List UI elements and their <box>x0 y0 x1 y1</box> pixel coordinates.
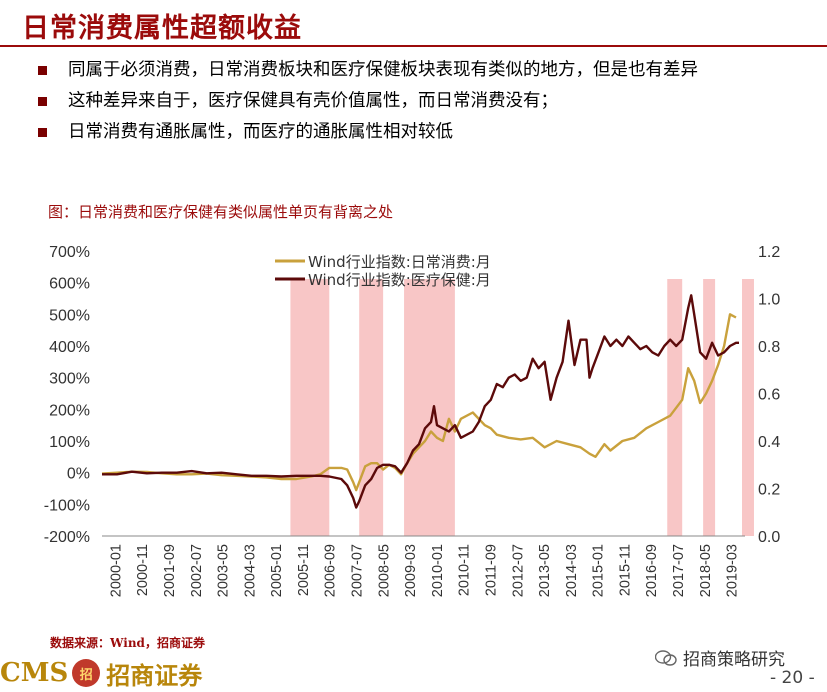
y-right-tick-label: 0.8 <box>758 339 780 356</box>
line-chart: 700% 600% 500% 400% 300% 200% 100% 0% -100% -200%… <box>44 244 781 597</box>
x-tick-label: 2009-03 <box>403 544 419 597</box>
x-tick-label: 2006-09 <box>323 544 339 597</box>
x-tick-label: 2015-01 <box>591 544 607 597</box>
bullet-square-icon <box>38 97 47 106</box>
wechat-name: 招商策略研究 <box>683 650 785 670</box>
logo-badge-icon: 招 <box>72 659 101 687</box>
shaded-period <box>667 279 683 536</box>
y-right-tick-label: 0.2 <box>758 482 780 499</box>
y-right-tick-label: 0.6 <box>758 387 780 404</box>
series-line-consumer <box>101 313 737 492</box>
y-left-tick-label: 400% <box>49 339 90 356</box>
x-tick-label: 2007-07 <box>350 544 366 597</box>
x-tick-label: 2001-09 <box>162 544 178 597</box>
y-left-tick-label: -100% <box>44 497 90 514</box>
shaded-period <box>703 279 716 536</box>
y-left-tick-label: 300% <box>49 371 90 388</box>
x-tick-label: 2015-11 <box>617 544 633 596</box>
x-tick-label: 2019-03 <box>725 544 741 597</box>
x-tick-label: 2005-01 <box>269 544 285 597</box>
shaded-period <box>290 279 330 536</box>
x-tick-label: 2010-11 <box>457 544 473 596</box>
x-tick-label: 2004-03 <box>242 544 258 597</box>
x-tick-label: 2008-05 <box>376 544 392 597</box>
x-tick-label: 2000-01 <box>108 544 124 597</box>
x-tick-label: 2014-03 <box>564 544 580 597</box>
y-left-tick-label: 100% <box>49 434 90 451</box>
shaded-period <box>404 279 455 536</box>
legend-label: Wind行业指数:日常消费:月 <box>308 253 491 271</box>
wechat-account: 招商策略研究 <box>655 645 785 670</box>
title-divider <box>0 45 827 47</box>
x-tick-label: 2002-07 <box>189 544 205 597</box>
x-tick-label: 2011-09 <box>483 544 499 596</box>
y-left-tick-label: 200% <box>49 402 90 419</box>
x-tick-label: 2000-11 <box>135 544 151 596</box>
page-title: 日常消费属性超额收益 <box>22 13 302 44</box>
bullet-list: 同属于必须消费，日常消费板块和医疗保健板块表现有类似的地方，但是也有差异 这种差… <box>38 58 818 151</box>
y-left-tick-label: 500% <box>49 307 90 324</box>
company-logo: CMS 招 招商证券 <box>0 658 203 690</box>
bullet-text: 日常消费有通胀属性，而医疗的通胀属性相对较低 <box>68 122 453 142</box>
x-tick-label: 2012-07 <box>510 544 526 597</box>
x-tick-label: 2016-09 <box>644 544 660 597</box>
bullet-square-icon <box>38 128 47 137</box>
y-left-tick-label: 0% <box>67 466 90 483</box>
bullet-item: 日常消费有通胀属性，而医疗的通胀属性相对较低 <box>38 120 818 145</box>
shaded-period <box>742 279 754 536</box>
y-right-tick-label: 1.0 <box>758 292 780 309</box>
y-right-tick-label: 0.0 <box>758 529 780 546</box>
y-left-tick-label: -200% <box>44 529 90 546</box>
page-number: - 20 - <box>770 668 815 688</box>
bullet-square-icon <box>38 66 47 75</box>
y-right-tick-label: 1.2 <box>758 244 780 261</box>
y-left-tick-label: 600% <box>49 276 90 293</box>
legend-label: Wind行业指数:医疗保健:月 <box>308 271 491 289</box>
logo-company-name: 招商证券 <box>106 660 203 690</box>
y-left-tick-label: 700% <box>49 244 90 261</box>
bullet-item: 这种差异来自于，医疗保健具有壳价值属性，而日常消费没有； <box>38 89 818 114</box>
x-tick-label: 2017-07 <box>671 544 687 597</box>
x-tick-label: 2013-05 <box>537 544 553 597</box>
shaded-period <box>359 279 384 536</box>
x-tick-label: 2003-05 <box>216 544 232 597</box>
wechat-icon <box>655 649 677 666</box>
bullet-item: 同属于必须消费，日常消费板块和医疗保健板块表现有类似的地方，但是也有差异 <box>38 58 818 83</box>
x-tick-label: 2018-05 <box>698 544 714 597</box>
bullet-text: 这种差异来自于，医疗保健具有壳价值属性，而日常消费没有； <box>68 91 558 111</box>
source-note: 数据来源：Wind，招商证券 <box>50 636 205 650</box>
logo-cms-text: CMS <box>0 658 69 688</box>
bullet-text: 同属于必须消费，日常消费板块和医疗保健板块表现有类似的地方，但是也有差异 <box>68 60 698 80</box>
figure-caption: 图：日常消费和医疗保健有类似属性单页有背离之处 <box>48 203 394 221</box>
series-line-health <box>102 294 739 509</box>
y-right-tick-label: 0.4 <box>758 434 780 451</box>
x-tick-label: 2010-01 <box>430 544 446 597</box>
x-tick-label: 2005-11 <box>296 544 312 596</box>
